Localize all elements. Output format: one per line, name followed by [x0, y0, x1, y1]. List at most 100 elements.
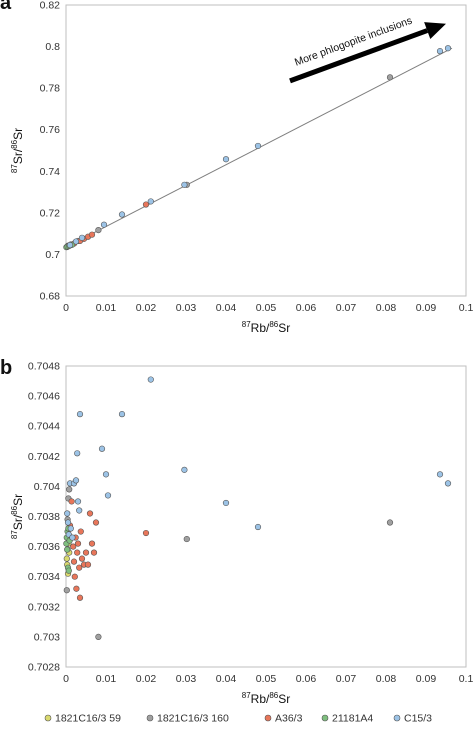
chart-b-point-c15-3 [98, 445, 106, 452]
chart-a-point-c15-3 [436, 48, 444, 55]
chart-a-x-tick-label: 0.08 [376, 302, 397, 314]
chart-a-plot-area [65, 4, 467, 297]
chart-b-ylabel-base1: Sr/ [11, 514, 25, 530]
chart-a-x-tick-label: 0.04 [216, 302, 237, 314]
chart-b-point-1821c16-3-160 [63, 587, 70, 594]
chart-a-xlabel-base2: Sr [278, 321, 290, 335]
chart-b-xlabel-base1: Rb/ [251, 692, 270, 706]
chart-b-point-1821c16-3-160 [183, 535, 190, 543]
chart-a-x-tick-label: 0.02 [136, 302, 157, 314]
chart-a-point-1821c16-3-160 [95, 227, 102, 234]
chart-b-ylabel-sup1: 87 [10, 530, 19, 539]
chart-a-point-c15-3 [444, 45, 452, 52]
chart-b-point-a36-3 [74, 540, 82, 547]
legend-label-1821c16-3-59: 1821C16/3 59 [55, 713, 121, 725]
chart-a-point-c15-3 [72, 238, 80, 245]
chart-b-x-tick-label: 0.09 [416, 673, 437, 685]
chart-b-point-a36-3 [76, 594, 84, 601]
panel-letter-a: a [0, 0, 12, 14]
chart-a-x-tick-label: 0 [63, 302, 69, 314]
legend-label-c15-3: C15/3 [404, 713, 432, 725]
legend-marker-1821c16-3-59 [44, 714, 52, 722]
chart-a-x-tick-label: 0.1 [459, 302, 474, 314]
chart-a-y-tick-label: 0.82 [40, 0, 61, 12]
chart-b-point-c15-3 [74, 450, 81, 457]
chart-b-point-a36-3 [70, 558, 78, 565]
chart-b-point-c15-3 [436, 471, 444, 478]
chart-b-x-tick-label: 0.02 [136, 673, 157, 685]
legend-marker-1821c16-3-160 [146, 714, 154, 722]
chart-a-y-tick-label: 0.78 [40, 83, 61, 95]
chart-a-x-tick-label: 0.06 [296, 302, 317, 314]
chart-b-point-c15-3 [118, 411, 126, 418]
chart-b: 0.7028 0.703 0.7032 0.7034 0.7036 0.7038 0.704… [10, 361, 473, 707]
chart-b-x-tick-label: 0 [63, 673, 69, 685]
chart-b-point-c15-3 [104, 492, 112, 499]
chart-b-point-c15-3 [72, 477, 80, 484]
chart-a-y-tick-label: 0.72 [40, 207, 61, 219]
chart-a-point-c15-3 [118, 211, 126, 218]
chart-a-x-tick-label: 0.09 [416, 302, 437, 314]
chart-b-y-axis-label: 87Sr/86Sr [10, 494, 25, 539]
chart-b-x-tick-label: 0.01 [96, 673, 117, 685]
chart-b-y-tick-label: 0.7032 [28, 601, 60, 613]
chart-b-y-tick-label: 0.7046 [28, 391, 60, 403]
chart-a-x-tick-label: 0.07 [336, 302, 357, 314]
chart-a-point-a36-3 [142, 201, 150, 208]
chart-b-xlabel-sup2: 86 [269, 691, 278, 700]
chart-b-point-a36-3 [68, 498, 75, 505]
chart-b-point-1821c16-3-160 [386, 519, 394, 526]
chart-b-point-1821c16-3-59 [63, 555, 70, 562]
chart-b-x-tick-label: 0.08 [376, 673, 397, 685]
chart-b-point-c15-3 [444, 480, 452, 487]
chart-b-point-a36-3 [70, 543, 77, 550]
chart-a-y-tick-label: 0.68 [40, 291, 61, 303]
chart-b-x-tick-label: 0.04 [216, 673, 237, 685]
chart-b-point-a36-3 [71, 573, 78, 580]
arrow-shaft [289, 28, 429, 84]
chart-a-point-a36-3 [88, 231, 96, 238]
chart-a-x-axis-label: 87Rb/86Sr [242, 320, 291, 335]
chart-b-point-c15-3 [181, 466, 188, 473]
chart-a-x-tick-label: 0.01 [96, 302, 117, 314]
chart-b-xlabel-base2: Sr [278, 692, 290, 706]
chart-a-point-1821c16-3-160 [386, 74, 394, 81]
chart-a-point-c15-3 [78, 234, 86, 241]
chart-b-y-tick-label: 0.7034 [28, 571, 60, 583]
chart-b-point-21181a4 [65, 567, 72, 574]
chart-b-point-c15-3 [76, 507, 83, 514]
chart-b-point-a36-3 [74, 549, 81, 556]
panel-letter-b: b [0, 357, 12, 379]
chart-b-ylabel-sup2: 86 [10, 505, 19, 514]
chart-b-point-c15-3 [254, 523, 262, 531]
chart-b-y-tick-label: 0.7036 [28, 541, 60, 553]
chart-b-point-c15-3 [147, 376, 154, 383]
chart-b-point-a36-3 [76, 564, 83, 571]
chart-b-y-tick-label: 0.7048 [28, 361, 60, 373]
chart-a-y-tick-label: 0.8 [45, 41, 60, 53]
chart-b-points [63, 376, 452, 641]
chart-b-point-a36-3 [73, 585, 80, 592]
chart-a: 0.68 0.7 0.72 0.74 0.76 0.78 0.8 0.82 0 0.01 0.02… [10, 0, 473, 335]
chart-b-point-c15-3 [64, 510, 71, 517]
chart-b-point-a36-3 [88, 540, 96, 547]
chart-a-xlabel-sup1: 87 [242, 320, 251, 329]
chart-a-y-tick-label: 0.76 [40, 124, 61, 136]
chart-a-x-ticks: 0 0.01 0.02 0.03 0.04 0.05 0.06 0.07 0.08 0.09 0.1 [63, 302, 473, 314]
chart-a-point-c15-3 [66, 241, 74, 249]
chart-b-point-a36-3 [82, 549, 90, 556]
chart-b-xlabel-sup1: 87 [242, 691, 251, 700]
legend-marker-a36-3 [264, 714, 272, 722]
chart-a-y-axis-label: 87Sr/86Sr [10, 128, 25, 173]
chart-b-point-c15-3 [64, 519, 72, 526]
chart-b-x-tick-label: 0.07 [336, 673, 357, 685]
chart-b-y-tick-label: 0.703 [34, 631, 60, 643]
chart-b-point-a36-3 [78, 555, 86, 562]
chart-b-point-a36-3 [84, 561, 92, 568]
chart-b-point-1821c16-3-160 [66, 486, 73, 493]
legend-label-21181a4: 21181A4 [332, 713, 373, 725]
chart-a-xlabel-sup2: 86 [269, 320, 278, 329]
chart-b-y-tick-label: 0.7038 [28, 511, 60, 523]
chart-b-x-tick-label: 0.03 [176, 673, 197, 685]
chart-b-y-tick-label: 0.7042 [28, 451, 60, 463]
